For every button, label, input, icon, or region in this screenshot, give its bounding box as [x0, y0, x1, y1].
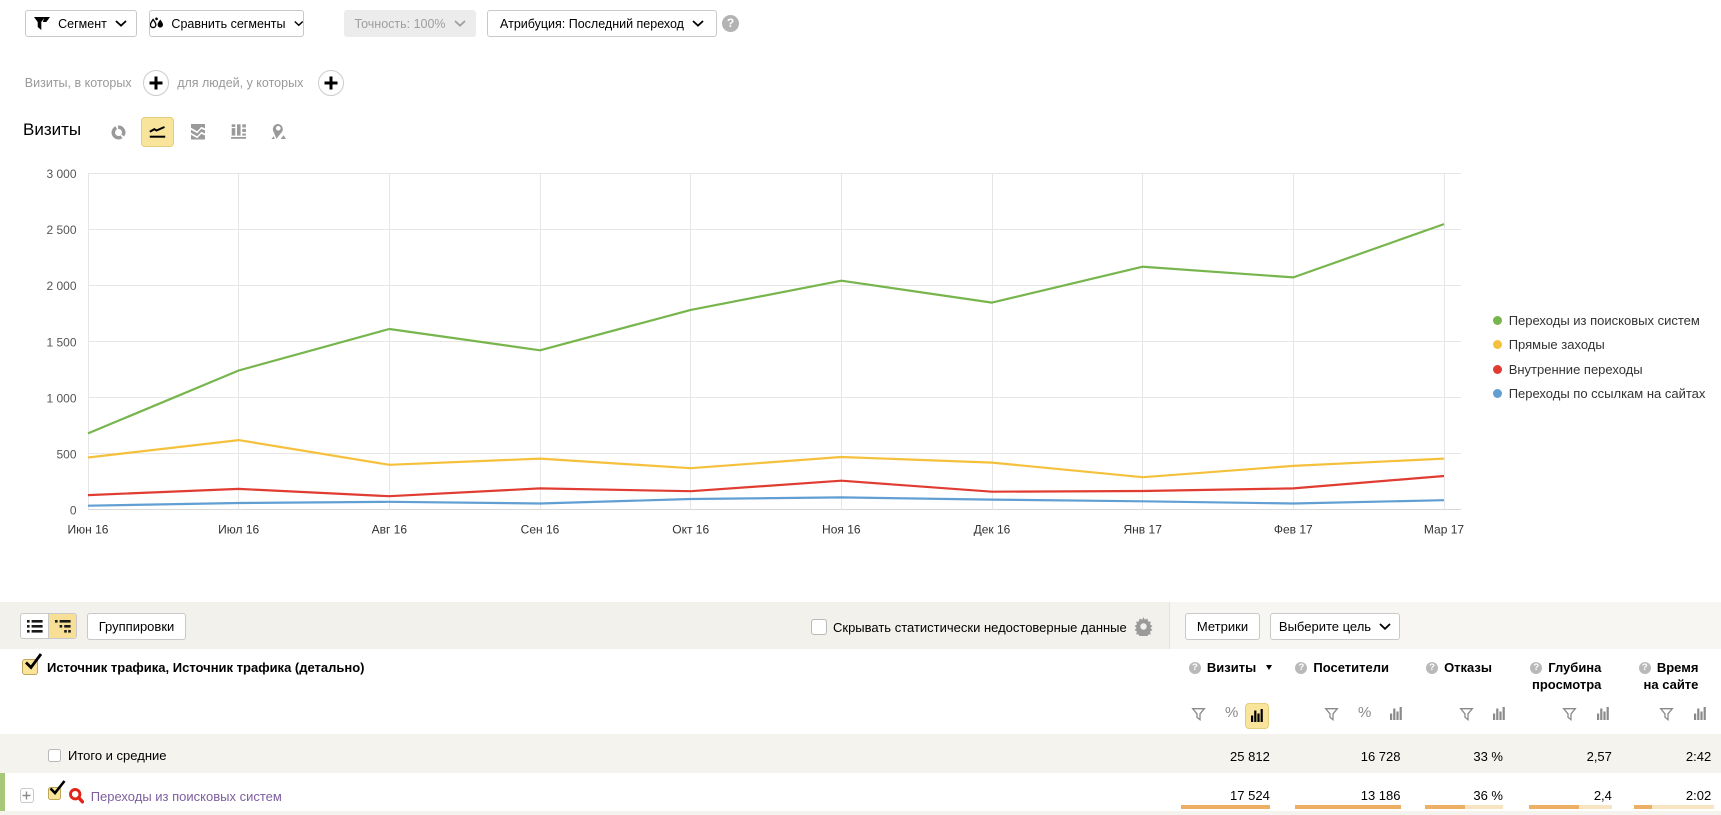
svg-text:2 500: 2 500 — [46, 223, 76, 237]
svg-text:Июл 16: Июл 16 — [218, 522, 259, 536]
svg-text:Ноя 16: Ноя 16 — [822, 522, 861, 536]
svg-text:500: 500 — [56, 448, 76, 462]
svg-text:1 000: 1 000 — [46, 392, 76, 406]
svg-text:Сен 16: Сен 16 — [521, 522, 560, 536]
svg-text:Июн 16: Июн 16 — [68, 522, 109, 536]
svg-text:2 000: 2 000 — [46, 279, 76, 293]
svg-text:1 500: 1 500 — [46, 335, 76, 349]
svg-text:Янв 17: Янв 17 — [1124, 522, 1163, 536]
svg-text:0: 0 — [70, 504, 77, 518]
svg-text:3 000: 3 000 — [46, 167, 76, 181]
svg-text:Дек 16: Дек 16 — [974, 522, 1011, 536]
svg-text:Фев 17: Фев 17 — [1274, 522, 1313, 536]
svg-text:Мар 17: Мар 17 — [1424, 522, 1464, 536]
svg-text:Окт 16: Окт 16 — [672, 522, 709, 536]
svg-text:Авг 16: Авг 16 — [372, 522, 408, 536]
